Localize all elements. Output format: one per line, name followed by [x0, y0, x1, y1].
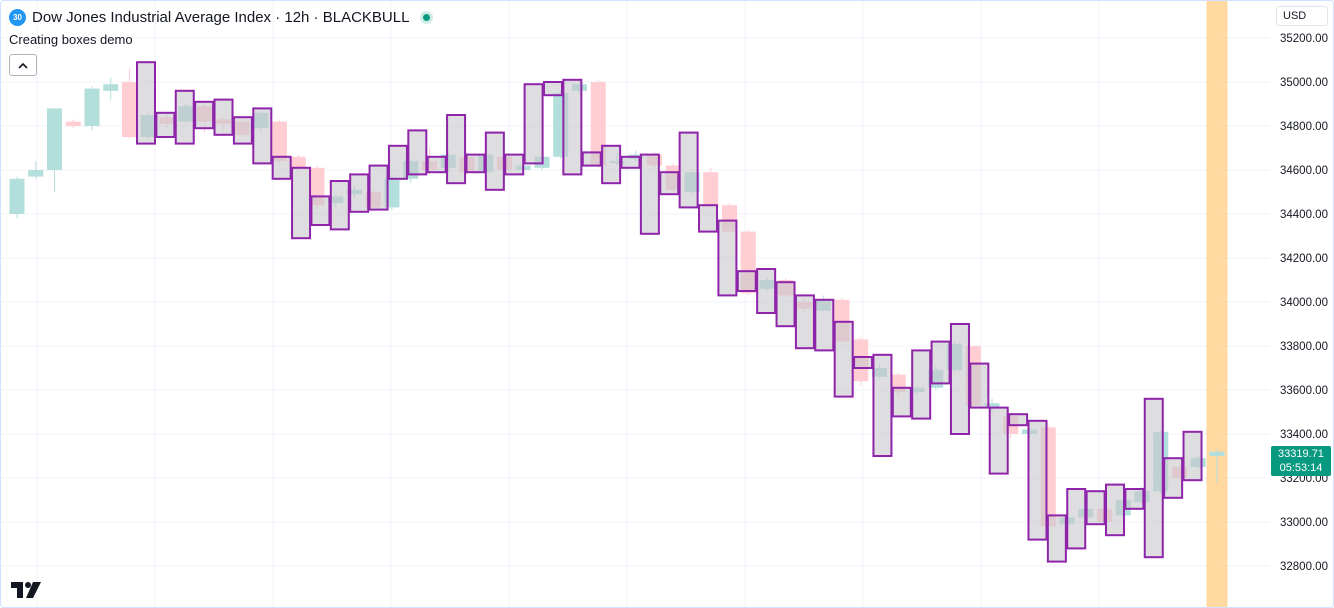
demo-box: [601, 144, 622, 185]
demo-box: [581, 151, 602, 167]
demo-box: [368, 164, 389, 211]
y-tick-label: 33800.00: [1280, 341, 1328, 353]
demo-box: [659, 171, 680, 196]
demo-box: [542, 81, 563, 97]
demo-box: [1143, 397, 1164, 559]
demo-box: [1105, 483, 1125, 537]
demo-box: [387, 144, 408, 180]
demo-box: [329, 180, 350, 231]
y-tick-label: 34200.00: [1280, 253, 1328, 265]
demo-box: [969, 362, 990, 409]
chart-title[interactable]: Dow Jones Industrial Average Index · 12h…: [32, 8, 410, 26]
candle: [47, 108, 62, 192]
demo-box: [194, 100, 215, 130]
demo-box: [833, 320, 854, 398]
highlight-bar: [1206, 1, 1228, 607]
demo-box: [232, 116, 253, 145]
demo-box: [1085, 490, 1106, 526]
candle: [103, 77, 119, 100]
demo-box: [407, 129, 428, 176]
demo-box: [1046, 514, 1067, 563]
demo-box: [252, 107, 273, 165]
demo-box: [174, 89, 195, 145]
y-tick-label: 35200.00: [1280, 33, 1328, 45]
demo-box: [814, 298, 835, 352]
demo-box: [213, 98, 234, 136]
demo-box: [1124, 488, 1145, 510]
y-tick-label: 35000.00: [1280, 77, 1328, 89]
chevron-up-icon: [18, 62, 28, 69]
demo-box: [678, 131, 699, 209]
demo-box: [1066, 488, 1087, 550]
candle: [9, 176, 25, 219]
bar-countdown: 05:53:14: [1279, 462, 1323, 474]
y-tick-label: 34600.00: [1280, 165, 1328, 177]
currency-select[interactable]: USD: [1276, 6, 1328, 26]
demo-box: [136, 61, 156, 145]
demo-box: [891, 386, 912, 418]
tradingview-logo-icon[interactable]: [11, 582, 43, 598]
candle: [122, 68, 137, 140]
demo-box: [562, 78, 583, 176]
demo-box: [620, 155, 641, 169]
demo-box: [310, 195, 331, 226]
y-tick-label: 33200.00: [1280, 473, 1328, 485]
demo-box: [504, 153, 525, 176]
demo-box: [484, 131, 505, 191]
demo-box: [1163, 457, 1184, 499]
highlight-band: [1206, 1, 1228, 607]
demo-box: [717, 219, 738, 297]
y-tick-label: 34400.00: [1280, 209, 1328, 221]
demo-box: [911, 349, 932, 420]
y-tick-label: 33400.00: [1280, 429, 1328, 441]
demo-box: [1027, 419, 1048, 541]
candle: [28, 161, 44, 179]
y-tick-label: 32800.00: [1280, 561, 1328, 573]
demo-box: [988, 406, 1009, 475]
boxes: [136, 61, 1203, 563]
demo-box: [465, 153, 486, 174]
chart-header: 30 Dow Jones Industrial Average Index · …: [9, 7, 431, 27]
demo-box: [756, 268, 777, 314]
collapse-button[interactable]: [9, 54, 37, 76]
demo-box: [930, 340, 951, 385]
demo-box: [1008, 413, 1029, 427]
candle: [1209, 449, 1225, 483]
demo-box: [853, 356, 874, 369]
price-axis[interactable]: 32800.00 33000.00 33200.00 33400.00 33600.00…: [1280, 33, 1328, 573]
demo-box: [155, 111, 176, 139]
candle: [703, 167, 719, 208]
candle: [84, 86, 100, 131]
demo-box: [639, 153, 660, 235]
demo-box: [949, 323, 970, 435]
demo-box: [736, 270, 757, 293]
demo-box: [775, 281, 796, 328]
demo-box: [426, 155, 447, 174]
demo-box: [794, 294, 815, 350]
demo-box: [523, 83, 544, 165]
demo-box: [271, 155, 292, 180]
demo-box: [698, 204, 719, 233]
demo-box: [1182, 430, 1203, 482]
candle: [65, 119, 81, 129]
indicator-name[interactable]: Creating boxes demo: [9, 32, 133, 47]
y-tick-label: 33600.00: [1280, 385, 1328, 397]
last-price-value: 33319.71: [1278, 448, 1324, 460]
demo-box: [291, 166, 312, 240]
y-tick-label: 34800.00: [1280, 121, 1328, 133]
ticker-badge[interactable]: 30: [9, 8, 26, 26]
demo-box: [446, 114, 467, 185]
demo-box: [349, 173, 370, 213]
y-tick-label: 33000.00: [1280, 517, 1328, 529]
y-tick-label: 34000.00: [1280, 297, 1328, 309]
last-price-label: 33319.71 05:53:14: [1271, 446, 1331, 476]
demo-box: [872, 353, 893, 457]
market-status-icon: [423, 13, 431, 21]
